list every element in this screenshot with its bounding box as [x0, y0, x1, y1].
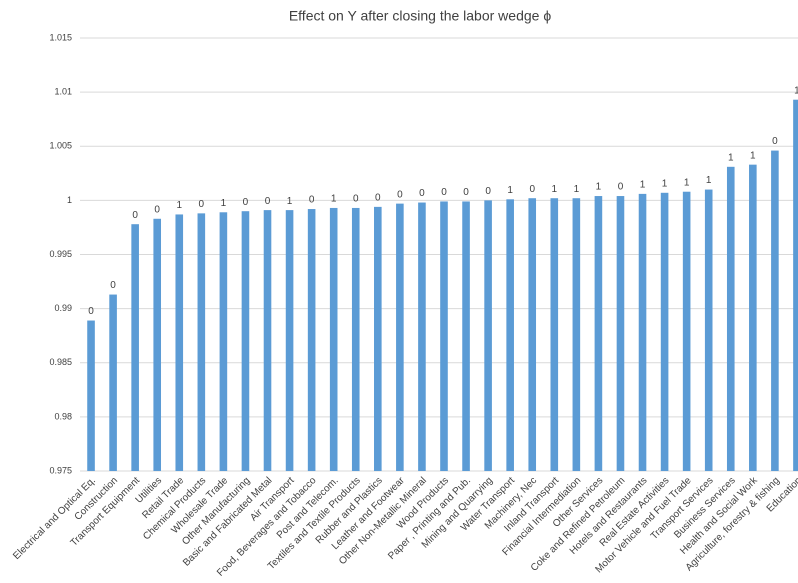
value-label: 1 — [176, 200, 182, 211]
bar — [418, 202, 426, 472]
value-label: 1 — [552, 184, 558, 195]
bar — [440, 201, 448, 471]
bar — [484, 200, 492, 471]
value-label: 0 — [88, 306, 94, 317]
bar — [616, 196, 625, 472]
value-label: 0 — [485, 186, 491, 197]
value-label: 1 — [706, 175, 712, 186]
value-label: 1 — [684, 177, 690, 188]
value-label: 1 — [662, 178, 668, 189]
bar — [285, 210, 294, 471]
bar — [175, 214, 184, 471]
value-label: 0 — [132, 210, 138, 221]
value-label: 0 — [397, 189, 403, 200]
value-label: 0 — [618, 182, 624, 193]
bar — [241, 211, 250, 471]
bar — [307, 209, 316, 471]
value-label: 0 — [199, 199, 205, 210]
bar — [131, 224, 139, 471]
bar — [153, 218, 162, 471]
bar — [462, 201, 470, 471]
y-tick-label: 1.01 — [54, 87, 72, 97]
y-tick-label: 0.995 — [49, 249, 72, 259]
value-label: 1 — [596, 182, 602, 193]
value-label: 0 — [441, 187, 447, 198]
value-label: 1 — [794, 85, 798, 96]
bar — [749, 164, 757, 471]
bar — [263, 210, 272, 471]
y-tick-label: 1 — [67, 195, 72, 205]
value-label: 0 — [154, 204, 160, 215]
x-tick-label: Electrical and Optical Eq. — [11, 475, 98, 562]
bar — [550, 198, 559, 471]
bar — [351, 207, 360, 471]
bar — [660, 192, 669, 472]
value-label: 0 — [463, 187, 469, 198]
chart-title: Effect on Y after closing the labor wedg… — [289, 8, 552, 24]
value-label: 1 — [574, 184, 580, 195]
bar — [638, 193, 647, 471]
bar — [506, 199, 514, 472]
value-label: 0 — [243, 197, 249, 208]
bar — [771, 150, 779, 471]
value-label: 0 — [772, 136, 778, 147]
value-label: 0 — [529, 184, 535, 195]
y-tick-label: 0.99 — [54, 303, 72, 313]
bar — [374, 206, 382, 471]
bar — [528, 198, 537, 471]
value-label: 0 — [265, 196, 271, 207]
y-tick-label: 0.98 — [54, 411, 72, 421]
bar — [726, 166, 735, 471]
bar — [572, 198, 581, 471]
value-label: 0 — [110, 280, 116, 291]
bar — [197, 213, 206, 472]
value-label: 0 — [375, 193, 381, 204]
value-label: 1 — [750, 150, 756, 161]
bar — [594, 196, 603, 472]
bar — [87, 320, 95, 471]
value-label: 1 — [287, 196, 293, 207]
bar — [219, 212, 228, 471]
value-label: 1 — [640, 180, 646, 191]
value-label: 1 — [728, 152, 734, 163]
value-label: 1 — [331, 194, 337, 205]
bar — [704, 189, 713, 472]
y-tick-label: 1.015 — [49, 32, 72, 42]
bar — [329, 207, 338, 471]
value-label: 0 — [353, 194, 359, 205]
bar — [682, 191, 691, 471]
bar — [793, 99, 798, 471]
y-tick-label: 0.985 — [49, 357, 72, 367]
value-label: 1 — [507, 185, 513, 196]
bar — [109, 294, 117, 471]
y-tick-label: 1.005 — [49, 141, 72, 151]
value-label: 1 — [221, 198, 227, 209]
y-tick-label: 0.975 — [49, 465, 72, 475]
bar — [396, 203, 404, 471]
value-label: 0 — [419, 188, 425, 199]
value-label: 0 — [309, 195, 315, 206]
